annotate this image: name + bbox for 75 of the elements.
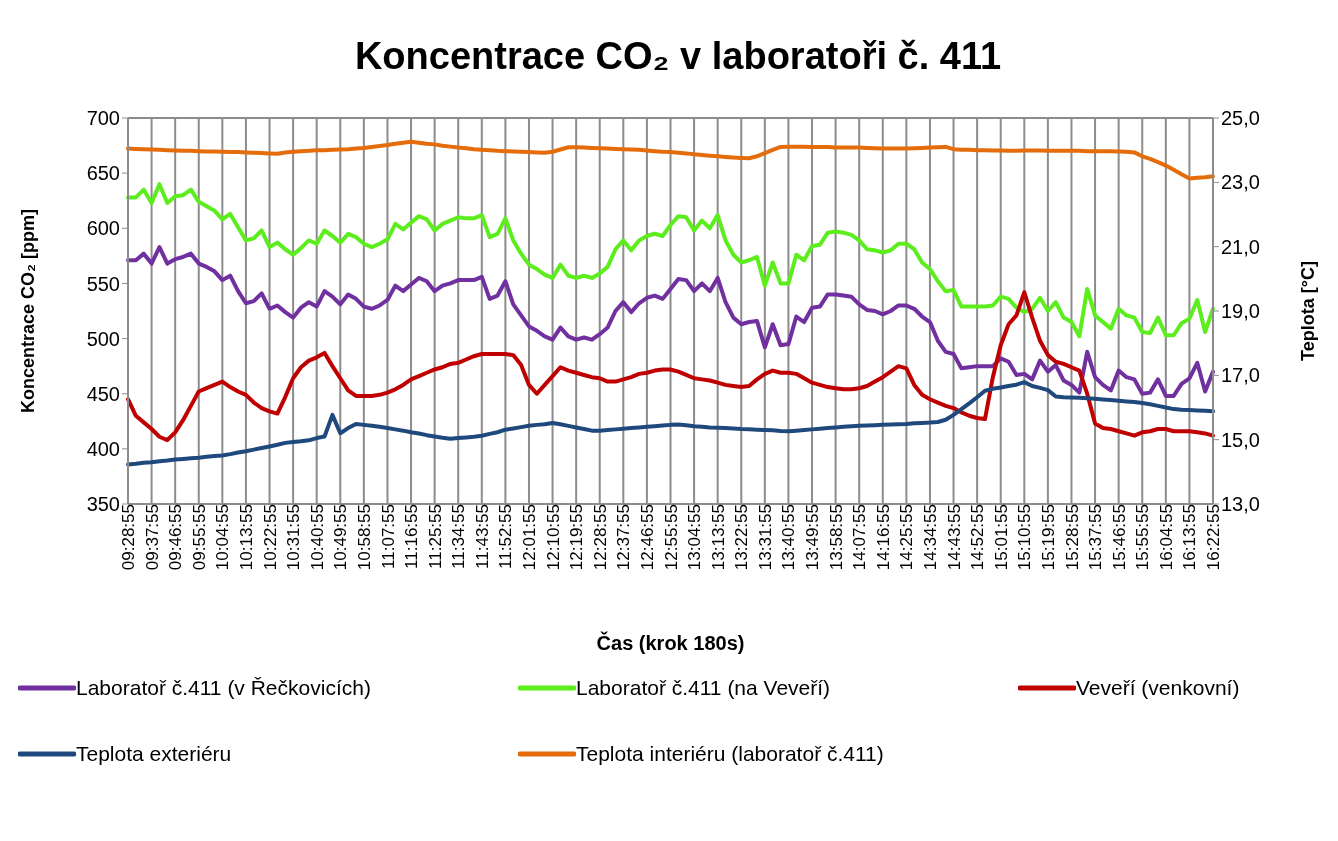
y-tick-label: 650 bbox=[86, 162, 120, 185]
x-tick-label: 12:10:55 bbox=[543, 504, 563, 571]
y2-tick-label: 21,0 bbox=[1221, 235, 1260, 258]
x-tick-label: 15:19:55 bbox=[1038, 504, 1058, 571]
x-tick-label: 15:55:55 bbox=[1133, 504, 1153, 571]
x-tick-label: 09:28:55 bbox=[119, 504, 139, 571]
x-tick-label: 12:28:55 bbox=[590, 504, 610, 571]
x-tick-label: 10:40:55 bbox=[307, 504, 327, 571]
x-tick-label: 13:13:55 bbox=[708, 504, 728, 571]
x-tick-label: 10:31:55 bbox=[284, 504, 304, 571]
line-series bbox=[126, 182, 1215, 339]
x-tick-label: 15:10:55 bbox=[1015, 504, 1035, 571]
x-tick-label: 09:37:55 bbox=[142, 504, 162, 571]
x-tick-label: 12:19:55 bbox=[567, 504, 587, 571]
line-series bbox=[126, 245, 1215, 398]
x-tick-label: 13:58:55 bbox=[826, 504, 846, 571]
x-tick-label: 10:13:55 bbox=[237, 504, 256, 571]
y-tick-label: 700 bbox=[86, 107, 120, 130]
y2-axis-title: Teplota [°C] bbox=[1298, 261, 1319, 361]
x-axis-title: Čas (krok 180s) bbox=[596, 631, 745, 654]
x-tick-label: 13:04:55 bbox=[685, 504, 705, 571]
y-tick-label: 350 bbox=[86, 493, 120, 516]
x-tick-label: 12:37:55 bbox=[614, 504, 634, 571]
x-tick-label: 13:49:55 bbox=[803, 504, 823, 571]
legend-label: Laboratoř č.411 (v Řečkovicích) bbox=[76, 676, 371, 700]
x-tick-label: 14:07:55 bbox=[850, 504, 870, 571]
x-tick-label: 12:55:55 bbox=[661, 504, 681, 571]
x-tick-label: 14:25:55 bbox=[897, 504, 917, 571]
y-tick-label: 500 bbox=[86, 327, 120, 350]
x-tick-label: 15:01:55 bbox=[991, 504, 1011, 571]
x-tick-label: 11:34:55 bbox=[449, 504, 469, 569]
y-tick-label: 550 bbox=[86, 272, 120, 295]
x-tick-label: 12:01:55 bbox=[520, 504, 540, 571]
legend-label: Teplota exteriéru bbox=[76, 742, 232, 766]
x-tick-label: 15:46:55 bbox=[1109, 504, 1129, 571]
x-tick-label: 13:22:55 bbox=[732, 504, 752, 571]
x-tick-label: 09:46:55 bbox=[166, 504, 186, 571]
legend-label: Teplota interiéru (laboratoř č.411) bbox=[576, 742, 884, 766]
y-axis-title: Koncentrace CO₂ [ppm] bbox=[18, 208, 39, 414]
line-series bbox=[126, 380, 1215, 467]
x-tick-label: 16:04:55 bbox=[1156, 504, 1176, 571]
legend-label: Veveří (venkovní) bbox=[1076, 676, 1240, 700]
x-tick-label: 11:43:55 bbox=[472, 504, 492, 569]
x-tick-label: 15:37:55 bbox=[1086, 504, 1106, 571]
x-tick-label: 13:40:55 bbox=[779, 504, 799, 571]
legend-label: Laboratoř č.411 (na Veveří) bbox=[576, 676, 831, 700]
x-tick-label: 10:22:55 bbox=[260, 504, 280, 571]
x-tick-label: 15:28:55 bbox=[1062, 504, 1082, 571]
line-series bbox=[126, 139, 1215, 181]
y2-tick-label: 13,0 bbox=[1221, 493, 1260, 516]
x-tick-label: 13:31:55 bbox=[755, 504, 775, 571]
chart-title: Koncentrace CO₂ v laboratoři č. 411 bbox=[353, 33, 1003, 79]
x-tick-label: 14:52:55 bbox=[968, 504, 988, 571]
y-tick-label: 450 bbox=[86, 382, 120, 405]
x-tick-label: 16:13:55 bbox=[1180, 504, 1200, 571]
x-tick-label: 11:07:55 bbox=[378, 504, 398, 569]
x-tick-label: 14:34:55 bbox=[921, 504, 941, 571]
y2-tick-label: 23,0 bbox=[1221, 171, 1260, 194]
y-tick-label: 400 bbox=[86, 437, 120, 460]
x-tick-label: 11:16:55 bbox=[402, 504, 422, 569]
x-tick-label: 11:25:55 bbox=[425, 504, 445, 569]
x-tick-label: 10:04:55 bbox=[213, 504, 233, 571]
x-tick-label: 14:43:55 bbox=[944, 504, 964, 571]
x-tick-label: 09:55:55 bbox=[189, 504, 209, 571]
x-tick-label: 12:46:55 bbox=[637, 504, 657, 571]
y2-tick-label: 25,0 bbox=[1221, 107, 1260, 130]
y2-tick-label: 15,0 bbox=[1221, 428, 1260, 451]
y-tick-label: 600 bbox=[86, 217, 120, 240]
y2-tick-label: 19,0 bbox=[1221, 300, 1260, 323]
line-series bbox=[126, 290, 1215, 443]
x-tick-label: 14:16:55 bbox=[873, 504, 893, 571]
y2-tick-label: 17,0 bbox=[1221, 364, 1260, 387]
x-tick-label: 11:52:55 bbox=[496, 504, 516, 569]
x-tick-label: 10:58:55 bbox=[354, 504, 374, 571]
x-tick-label: 10:49:55 bbox=[331, 504, 351, 571]
